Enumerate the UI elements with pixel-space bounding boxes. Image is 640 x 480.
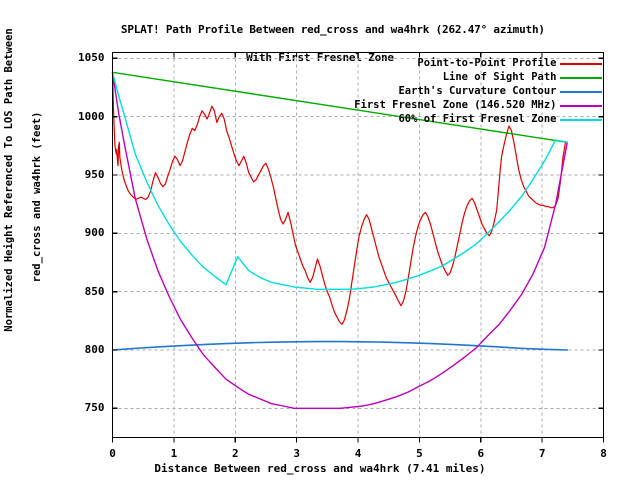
legend-item: Point-to-Point Profile	[180, 57, 605, 70]
legend-item-swatch	[559, 119, 602, 121]
x-axis-title: Distance Between red_cross and wa4hrk (7…	[154, 462, 486, 475]
x-tick-label: 5	[416, 446, 423, 460]
legend-item-swatch	[559, 91, 602, 93]
legend-item: First Fresnel Zone (146.520 MHz)	[180, 99, 605, 112]
legend-item: Earth's Curvature Contour	[180, 85, 605, 98]
legend-item-label: Earth's Curvature Contour	[398, 85, 557, 97]
y-axis-title-line2: red_cross and wa4hrk (feet)	[31, 111, 43, 283]
x-tick-label: 6	[477, 446, 485, 460]
series-line-1	[111, 71, 568, 144]
chart-title-line2: With First Fresnel Zone	[246, 51, 394, 64]
legend-item: 60% of First Fresnel Zone	[180, 113, 605, 126]
legend-item-swatch	[559, 77, 602, 79]
y-tick-label: 1000	[78, 109, 105, 123]
y-tick-label: 750	[84, 401, 105, 415]
legend-item: Line of Sight Path	[180, 71, 605, 84]
legend-item-label: Point-to-Point Profile	[417, 57, 557, 69]
y-tick-label: 850	[84, 284, 105, 298]
y-tick-label: 1050	[78, 51, 105, 65]
x-tick-label: 1	[170, 446, 178, 460]
series-line-3	[111, 71, 568, 410]
series-line-4	[111, 71, 568, 291]
legend-item-swatch	[559, 105, 602, 107]
data-series-group	[111, 71, 569, 410]
y-tick-label: 950	[84, 168, 105, 181]
x-tick-label: 8	[600, 446, 607, 460]
x-tick-label: 7	[538, 446, 546, 460]
grid-lines	[112, 52, 604, 438]
legend-item-swatch	[559, 63, 602, 65]
y-axis-title: Normalized Height Referenced To LOS Path…	[0, 28, 72, 357]
legend-item-label: 60% of First Fresnel Zone	[398, 113, 557, 125]
chart-title: SPLAT! Path Profile Between red_cross an…	[0, 9, 640, 93]
x-tick-label: 0	[109, 446, 116, 460]
legend-item-label: First Fresnel Zone (146.520 MHz)	[354, 99, 557, 111]
x-tick-label: 3	[293, 446, 300, 460]
legend-item-label: Line of Sight Path	[442, 71, 557, 83]
series-line-2	[111, 340, 569, 351]
x-tick-label: 2	[231, 446, 239, 460]
y-tick-label: 800	[84, 343, 105, 356]
plot-frame	[111, 51, 605, 443]
y-axis-title-line1: Normalized Height Referenced To LOS Path…	[3, 28, 15, 332]
y-tick-label: 900	[84, 226, 105, 240]
x-tick-label: 4	[354, 446, 362, 460]
series-line-0	[111, 71, 567, 325]
chart-title-line1: SPLAT! Path Profile Between red_cross an…	[120, 23, 545, 36]
